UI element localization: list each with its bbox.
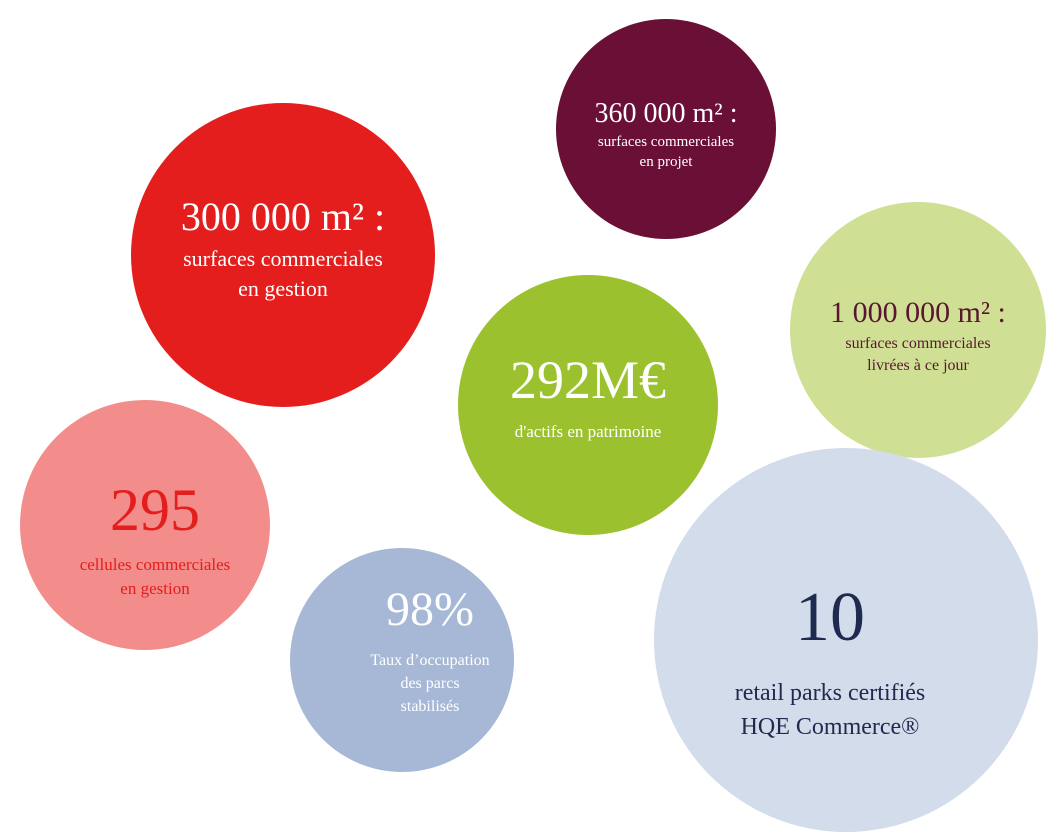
bubble: 360 000 m² : surfaces commerciales en pr… [556,19,776,239]
bubble: 295 cellules commerciales en gestion [20,400,270,650]
caption: en gestion [120,579,190,598]
caption: retail parks certifiés [735,680,926,706]
headline: 292M€ [510,350,666,410]
circle [131,103,435,407]
caption: livrées à ce jour [867,357,969,374]
headline: 360 000 m² : [595,98,738,129]
headline: 295 [110,477,200,543]
bubble: 98% Taux d’occupation des parcs stabilis… [290,548,514,772]
bubble: 300 000 m² : surfaces commerciales en ge… [131,103,435,407]
bubble: 10 retail parks certifiés HQE Commerce® [654,448,1038,832]
headline: 1 000 000 m² : [830,296,1006,329]
caption: en projet [640,154,694,170]
circle [556,19,776,239]
bubble: 292M€ d'actifs en patrimoine [458,275,718,535]
caption: HQE Commerce® [741,714,920,740]
circle [290,548,514,772]
caption: surfaces commerciales [845,335,990,352]
caption: cellules commerciales [80,555,231,574]
caption: des parcs [400,675,459,692]
circle [458,275,718,535]
caption: Taux d’occupation [370,652,489,669]
caption: d'actifs en patrimoine [515,422,662,441]
caption: en gestion [238,276,328,301]
caption: surfaces commerciales [183,246,383,271]
circle [654,448,1038,832]
caption: stabilisés [401,698,460,715]
bubble: 1 000 000 m² : surfaces commerciales liv… [790,202,1046,458]
caption: surfaces commerciales [598,134,734,150]
headline: 300 000 m² : [181,194,385,239]
circle [20,400,270,650]
headline: 10 [795,579,865,656]
circle [790,202,1046,458]
headline: 98% [386,583,474,636]
